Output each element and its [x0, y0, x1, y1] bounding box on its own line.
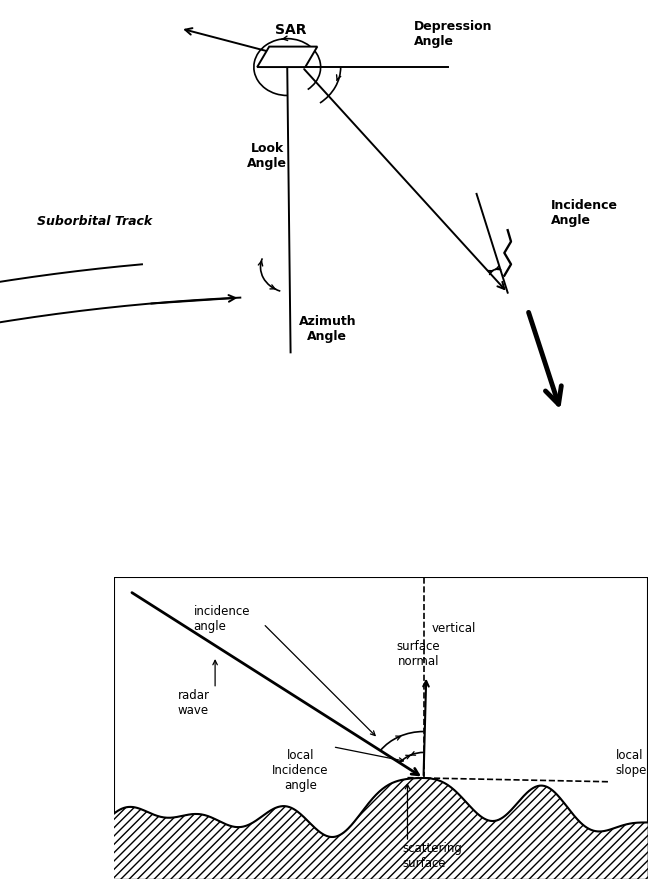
Text: Incidence
Angle: Incidence Angle	[551, 199, 618, 227]
Text: Suborbital Track: Suborbital Track	[37, 215, 152, 228]
Text: SAR: SAR	[275, 23, 307, 37]
FancyBboxPatch shape	[114, 577, 648, 879]
Text: incidence
angle: incidence angle	[194, 605, 250, 633]
Polygon shape	[257, 46, 317, 67]
Text: Depression
Angle: Depression Angle	[414, 20, 493, 48]
Text: scattering
surface: scattering surface	[402, 842, 462, 870]
Text: Azimuth
Angle: Azimuth Angle	[299, 315, 356, 344]
Text: vertical: vertical	[432, 622, 476, 635]
Text: surface
normal: surface normal	[396, 640, 440, 668]
Text: Look
Angle: Look Angle	[247, 142, 287, 170]
Text: local
Incidence
angle: local Incidence angle	[273, 749, 329, 792]
Text: radar
wave: radar wave	[178, 688, 210, 717]
Text: local
slope: local slope	[616, 749, 647, 777]
